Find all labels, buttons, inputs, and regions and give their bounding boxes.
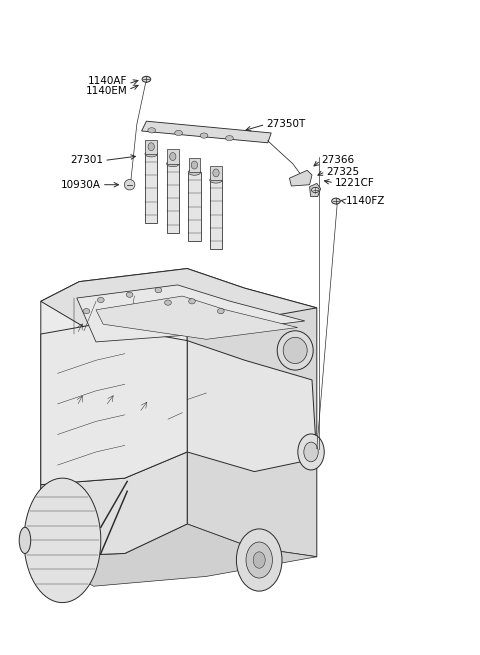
Polygon shape xyxy=(77,285,305,342)
Polygon shape xyxy=(145,154,157,223)
Ellipse shape xyxy=(332,198,340,204)
Ellipse shape xyxy=(246,542,273,578)
Ellipse shape xyxy=(155,288,162,293)
Polygon shape xyxy=(96,296,298,339)
Ellipse shape xyxy=(304,442,318,462)
Ellipse shape xyxy=(175,130,182,136)
Ellipse shape xyxy=(217,309,224,314)
Ellipse shape xyxy=(169,153,176,160)
Text: 27366: 27366 xyxy=(322,155,355,166)
Polygon shape xyxy=(167,164,179,233)
Polygon shape xyxy=(41,452,187,557)
Ellipse shape xyxy=(19,527,31,553)
Ellipse shape xyxy=(237,529,282,591)
Text: 27301: 27301 xyxy=(70,155,103,166)
Ellipse shape xyxy=(226,136,233,141)
Text: 1140FZ: 1140FZ xyxy=(346,196,385,206)
Ellipse shape xyxy=(142,77,151,82)
Polygon shape xyxy=(289,170,312,186)
Ellipse shape xyxy=(124,179,135,190)
Text: 27350T: 27350T xyxy=(266,119,306,130)
Text: 27325: 27325 xyxy=(326,166,360,177)
Ellipse shape xyxy=(24,478,101,603)
Polygon shape xyxy=(187,269,317,557)
Polygon shape xyxy=(167,149,179,164)
Text: 1221CF: 1221CF xyxy=(335,178,375,188)
Polygon shape xyxy=(210,180,222,249)
Ellipse shape xyxy=(253,552,265,569)
Ellipse shape xyxy=(210,177,222,183)
Ellipse shape xyxy=(189,299,195,304)
Ellipse shape xyxy=(126,292,133,297)
Ellipse shape xyxy=(145,151,157,157)
Ellipse shape xyxy=(167,160,179,167)
Polygon shape xyxy=(189,158,200,172)
Ellipse shape xyxy=(213,169,219,177)
Polygon shape xyxy=(41,269,317,334)
Polygon shape xyxy=(188,172,201,241)
Polygon shape xyxy=(41,269,187,557)
Polygon shape xyxy=(210,166,222,180)
Ellipse shape xyxy=(200,133,208,138)
Ellipse shape xyxy=(97,297,104,303)
Ellipse shape xyxy=(277,331,313,370)
Polygon shape xyxy=(145,140,157,154)
Polygon shape xyxy=(142,121,271,143)
Ellipse shape xyxy=(148,143,155,151)
Ellipse shape xyxy=(191,161,198,169)
Text: 1140EM: 1140EM xyxy=(85,86,127,96)
Polygon shape xyxy=(41,324,187,485)
Ellipse shape xyxy=(298,434,324,470)
Text: 1140AF: 1140AF xyxy=(88,75,127,86)
Polygon shape xyxy=(310,183,321,196)
Ellipse shape xyxy=(165,300,171,305)
Ellipse shape xyxy=(148,128,156,133)
Ellipse shape xyxy=(188,169,201,176)
Ellipse shape xyxy=(312,187,319,193)
Text: 10930A: 10930A xyxy=(61,179,101,190)
Polygon shape xyxy=(187,341,317,472)
Polygon shape xyxy=(41,524,317,586)
Ellipse shape xyxy=(283,337,307,364)
Ellipse shape xyxy=(83,309,90,314)
